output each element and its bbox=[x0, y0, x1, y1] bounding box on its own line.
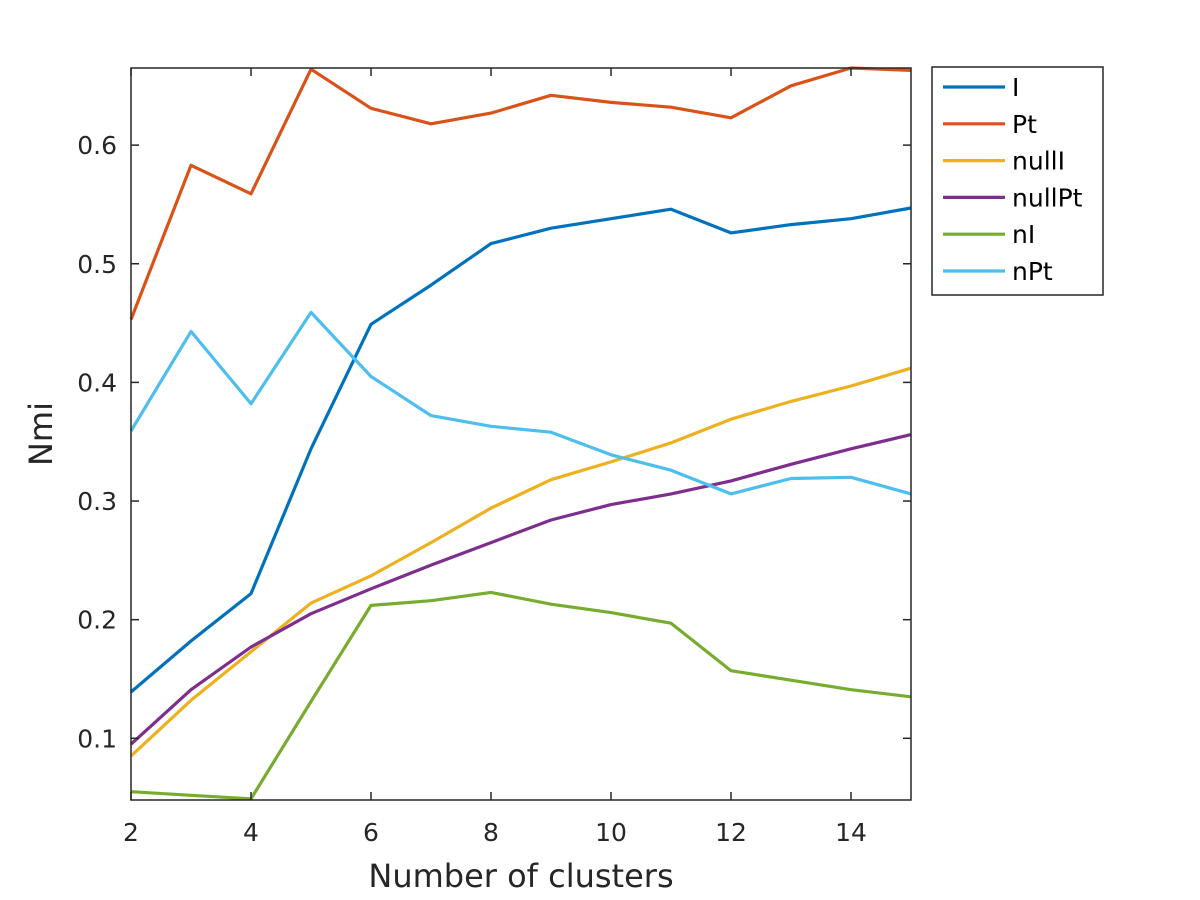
y-tick-label: 0.1 bbox=[77, 724, 117, 753]
x-tick-label: 12 bbox=[715, 818, 747, 847]
series-line-npt bbox=[129, 310, 912, 496]
y-tick-label: 0.2 bbox=[77, 606, 117, 635]
y-tick-label: 0.4 bbox=[77, 368, 117, 397]
x-tick-label: 14 bbox=[835, 818, 867, 847]
legend-label-nullpt: nullPt bbox=[1012, 183, 1083, 212]
x-tick-label: 6 bbox=[363, 818, 379, 847]
series-line-nulli bbox=[129, 366, 912, 758]
y-tick-label: 0.5 bbox=[77, 250, 117, 279]
x-tick-label: 4 bbox=[243, 818, 259, 847]
x-axis: 2 4 6 8 10 12 14 bbox=[123, 68, 867, 847]
legend: I Pt nullI nullPt nI nPt bbox=[931, 66, 1104, 296]
x-tick-label: 10 bbox=[595, 818, 627, 847]
series-line-pt bbox=[129, 66, 912, 321]
legend-label-pt: Pt bbox=[1012, 110, 1037, 139]
x-axis-label: Number of clusters bbox=[368, 857, 673, 895]
x-tick-label: 8 bbox=[483, 818, 499, 847]
legend-box bbox=[931, 66, 1104, 296]
y-tick-label: 0.6 bbox=[77, 131, 117, 160]
legend-label-nulli: nullI bbox=[1012, 147, 1065, 176]
legend-label-ni: nI bbox=[1012, 220, 1035, 249]
y-axis-label: Nmi bbox=[22, 402, 60, 466]
y-axis: 0.1 0.2 0.3 0.4 0.5 0.6 bbox=[77, 131, 911, 753]
series-line-i bbox=[129, 206, 912, 694]
series-layer bbox=[129, 66, 912, 801]
legend-label-i: I bbox=[1012, 73, 1019, 102]
plot-frame bbox=[130, 67, 912, 801]
plot-area bbox=[131, 68, 911, 800]
y-tick-label: 0.3 bbox=[77, 487, 117, 516]
x-tick-label: 2 bbox=[123, 818, 139, 847]
series-line-nullpt bbox=[129, 433, 912, 746]
legend-label-npt: nPt bbox=[1012, 257, 1053, 286]
series-line-ni bbox=[130, 590, 912, 801]
